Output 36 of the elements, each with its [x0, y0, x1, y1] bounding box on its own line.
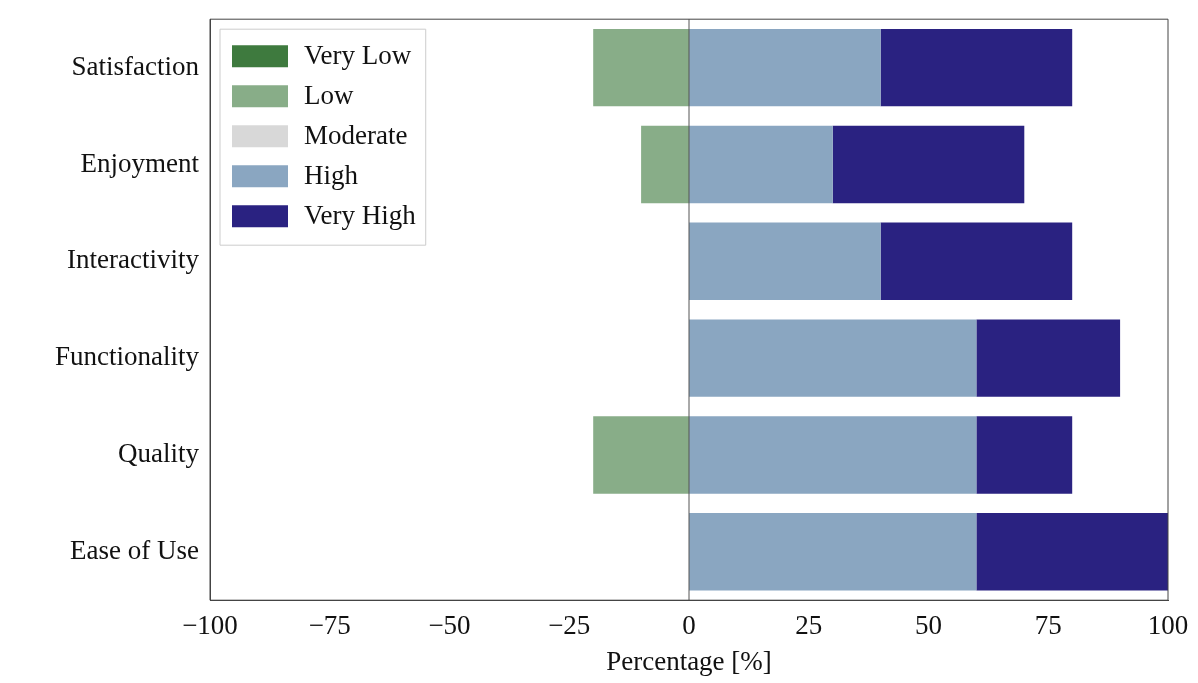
x-tick-label: −50	[428, 610, 471, 641]
bar	[832, 125, 1025, 204]
x-tick-label: 0	[682, 610, 696, 641]
y-tick-label: Functionality	[55, 341, 200, 372]
x-tick-label: 25	[795, 610, 823, 641]
bar	[880, 28, 1073, 107]
x-tick-label: −100	[182, 610, 238, 641]
x-tick-label: −75	[308, 610, 351, 641]
bar	[689, 513, 977, 591]
y-tick-label: Interactivity	[67, 244, 200, 275]
x-tick-label: 50	[915, 610, 942, 641]
legend-label: Very High	[304, 200, 417, 231]
y-tick-label: Ease of Use	[70, 534, 200, 565]
y-tick-label: Satisfaction	[71, 50, 200, 81]
bar	[976, 513, 1168, 591]
bar	[641, 125, 689, 204]
legend-label: Very Low	[304, 40, 412, 71]
bar	[689, 222, 881, 301]
bar	[689, 28, 881, 107]
bar	[976, 319, 1121, 397]
legend-label: High	[304, 160, 359, 191]
bar	[593, 416, 689, 494]
legend-label: Low	[304, 80, 354, 111]
x-tick-label: −25	[548, 610, 591, 641]
y-tick-label: Enjoyment	[80, 147, 200, 178]
bar	[689, 416, 977, 494]
x-tick-label: 100	[1147, 610, 1189, 641]
x-tick-label: 75	[1034, 610, 1062, 641]
x-axis-title: Percentage [%]	[606, 645, 772, 676]
bar	[880, 222, 1073, 301]
y-tick-label: Quality	[118, 438, 200, 469]
bar	[689, 319, 977, 397]
bar	[593, 28, 689, 107]
bar	[689, 125, 833, 204]
bar	[976, 416, 1073, 494]
legend-label: Moderate	[304, 120, 408, 151]
